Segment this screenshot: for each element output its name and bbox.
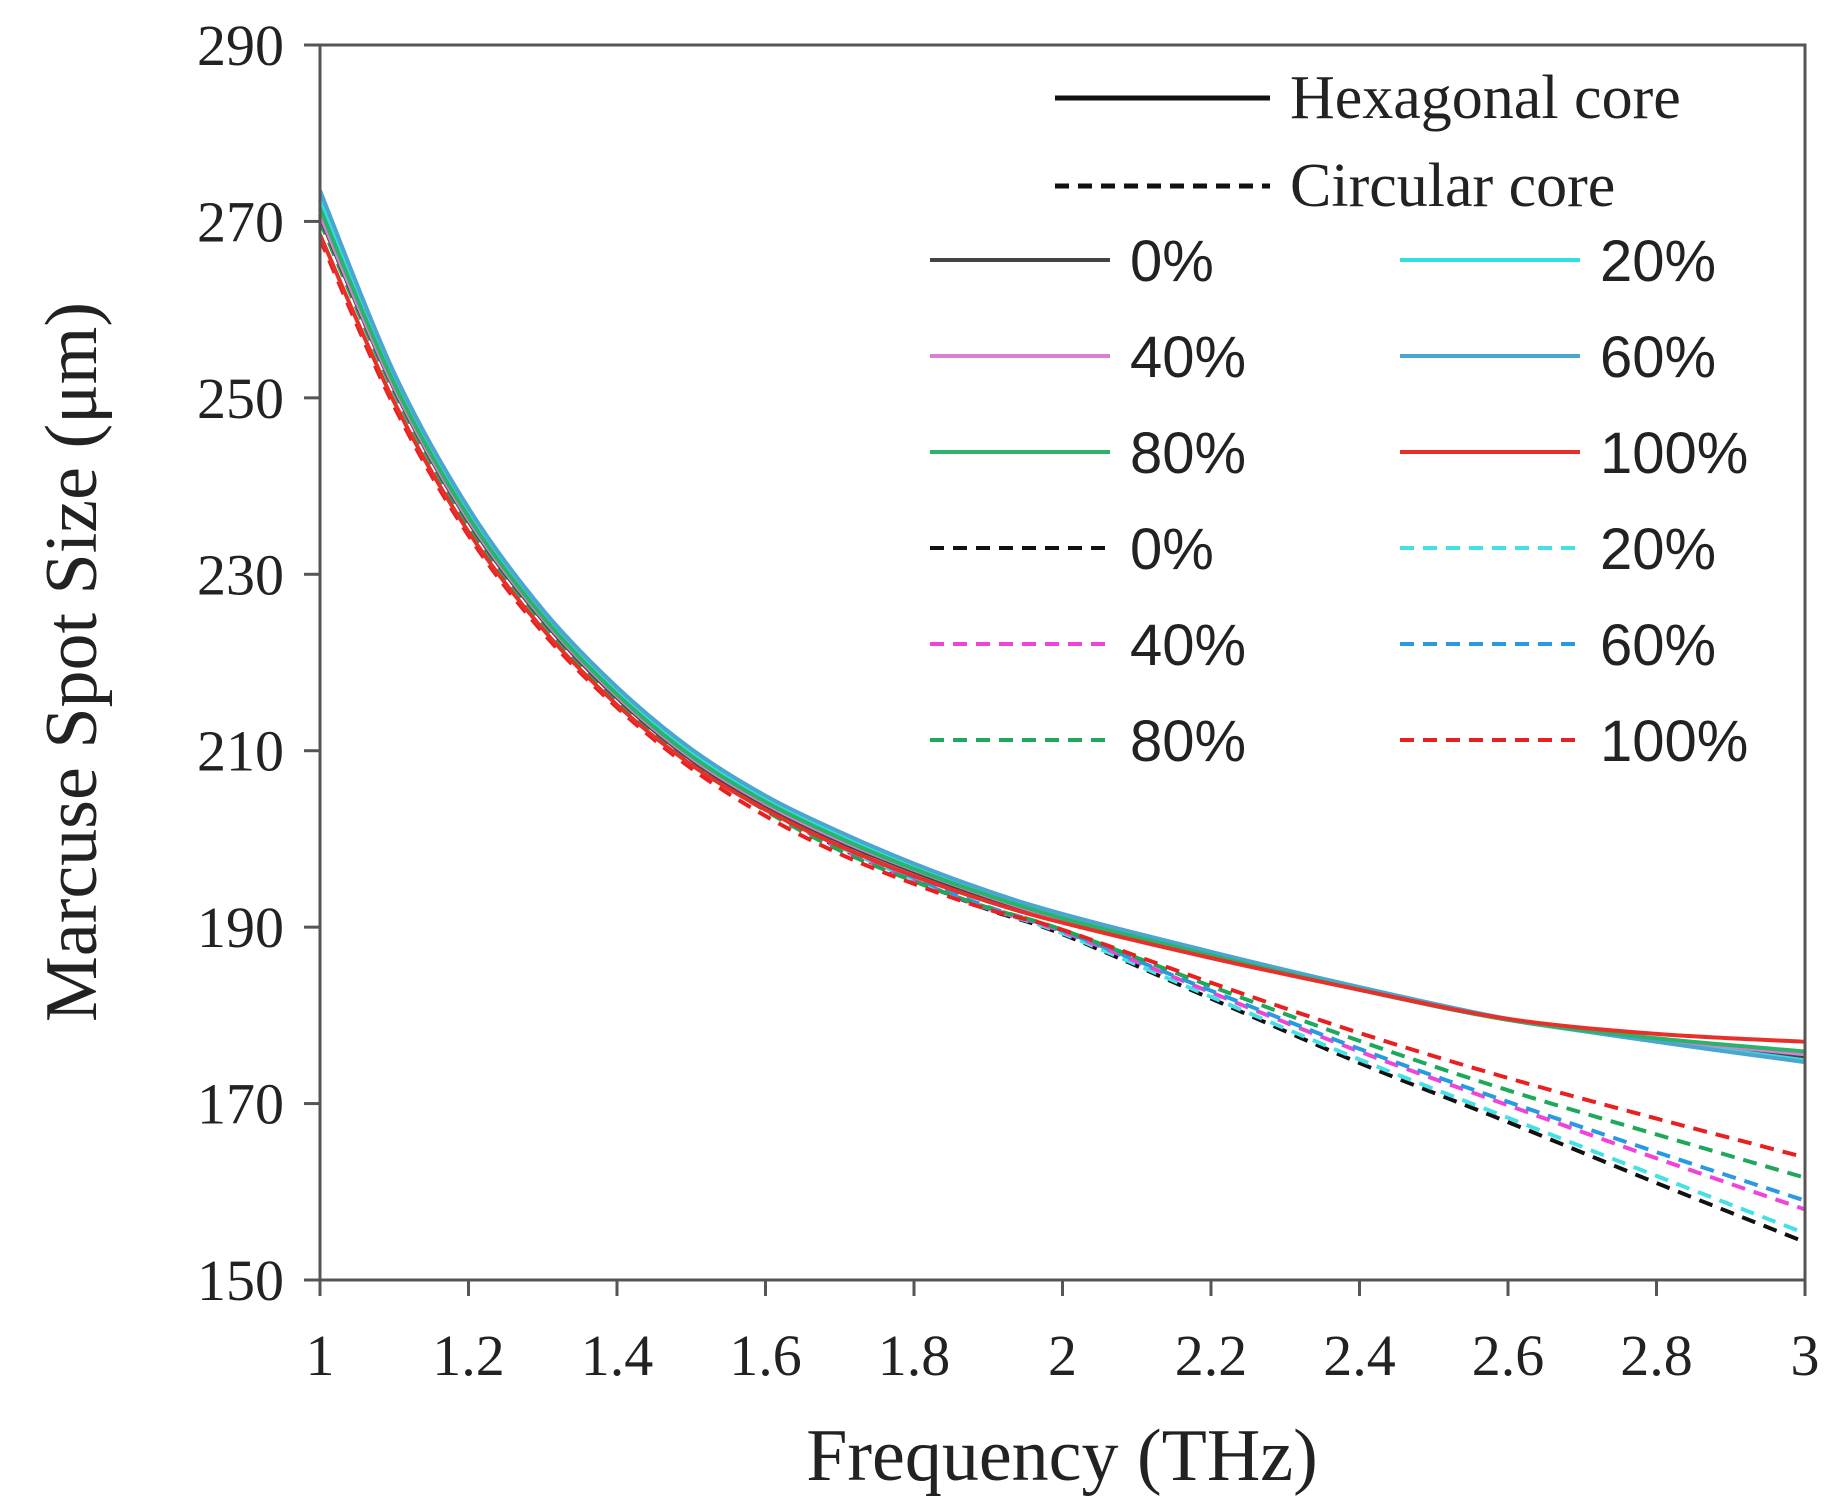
x-tick-label: 2.8 <box>1620 1323 1693 1388</box>
series-line-circular-60pct <box>318 198 1806 1203</box>
legend-label: 60% <box>1600 613 1716 678</box>
legend-style-label: Circular core <box>1290 152 1615 220</box>
x-tick-label: 2 <box>1048 1323 1077 1388</box>
plot-area <box>318 189 1806 1244</box>
legend-label: 60% <box>1600 325 1716 390</box>
series-line-circular-40pct <box>318 216 1806 1212</box>
legend-label: 0% <box>1130 229 1214 294</box>
x-tick-label: 1.2 <box>432 1323 505 1388</box>
legend-label: 80% <box>1130 709 1246 774</box>
x-tick-label: 1.6 <box>729 1323 802 1388</box>
x-tick-label: 3 <box>1791 1323 1820 1388</box>
x-tick-label: 2.6 <box>1472 1323 1545 1388</box>
series-line-circular-0pct <box>318 213 1806 1244</box>
x-tick-label: 2.4 <box>1323 1323 1396 1388</box>
y-tick-label: 150 <box>197 1248 284 1313</box>
legend-style-label: Hexagonal core <box>1290 64 1681 132</box>
legend-label: 20% <box>1600 229 1716 294</box>
x-tick-label: 1 <box>306 1323 335 1388</box>
legend-label: 0% <box>1130 517 1214 582</box>
series-line-circular-80pct <box>318 220 1806 1180</box>
legend-label: 100% <box>1600 421 1748 486</box>
legend-label: 40% <box>1130 325 1246 390</box>
series-line-hexagonal-100pct <box>318 233 1806 1044</box>
x-tick-label: 2.2 <box>1175 1323 1248 1388</box>
legend: Hexagonal core Circular core 0% 20% 40% 60% 80… <box>930 64 1748 774</box>
y-tick-label: 290 <box>197 13 284 78</box>
y-tick-label: 250 <box>197 366 284 431</box>
y-tick-label: 230 <box>197 542 284 607</box>
legend-label: 80% <box>1130 421 1246 486</box>
y-tick-label: 210 <box>197 719 284 784</box>
legend-label: 20% <box>1600 517 1716 582</box>
axis-ticks: 1 1.2 1.4 1.6 1.8 2 2.2 2.4 2.6 2.8 3 150 170 190 210 2… <box>197 13 1820 1388</box>
y-tick-label: 270 <box>197 189 284 254</box>
series-line-circular-20pct <box>318 207 1806 1236</box>
y-tick-label: 190 <box>197 895 284 960</box>
y-axis-title: Marcuse Spot Size (μm) <box>31 302 113 1022</box>
plot-frame <box>318 43 1807 1282</box>
x-tick-label: 1.8 <box>878 1323 951 1388</box>
legend-label: 100% <box>1600 709 1748 774</box>
x-axis-title: Frequency (THz) <box>806 1415 1318 1497</box>
y-tick-label: 170 <box>197 1072 284 1137</box>
x-tick-label: 1.4 <box>581 1323 654 1388</box>
legend-label: 40% <box>1130 613 1246 678</box>
series-line-circular-100pct <box>318 238 1806 1160</box>
